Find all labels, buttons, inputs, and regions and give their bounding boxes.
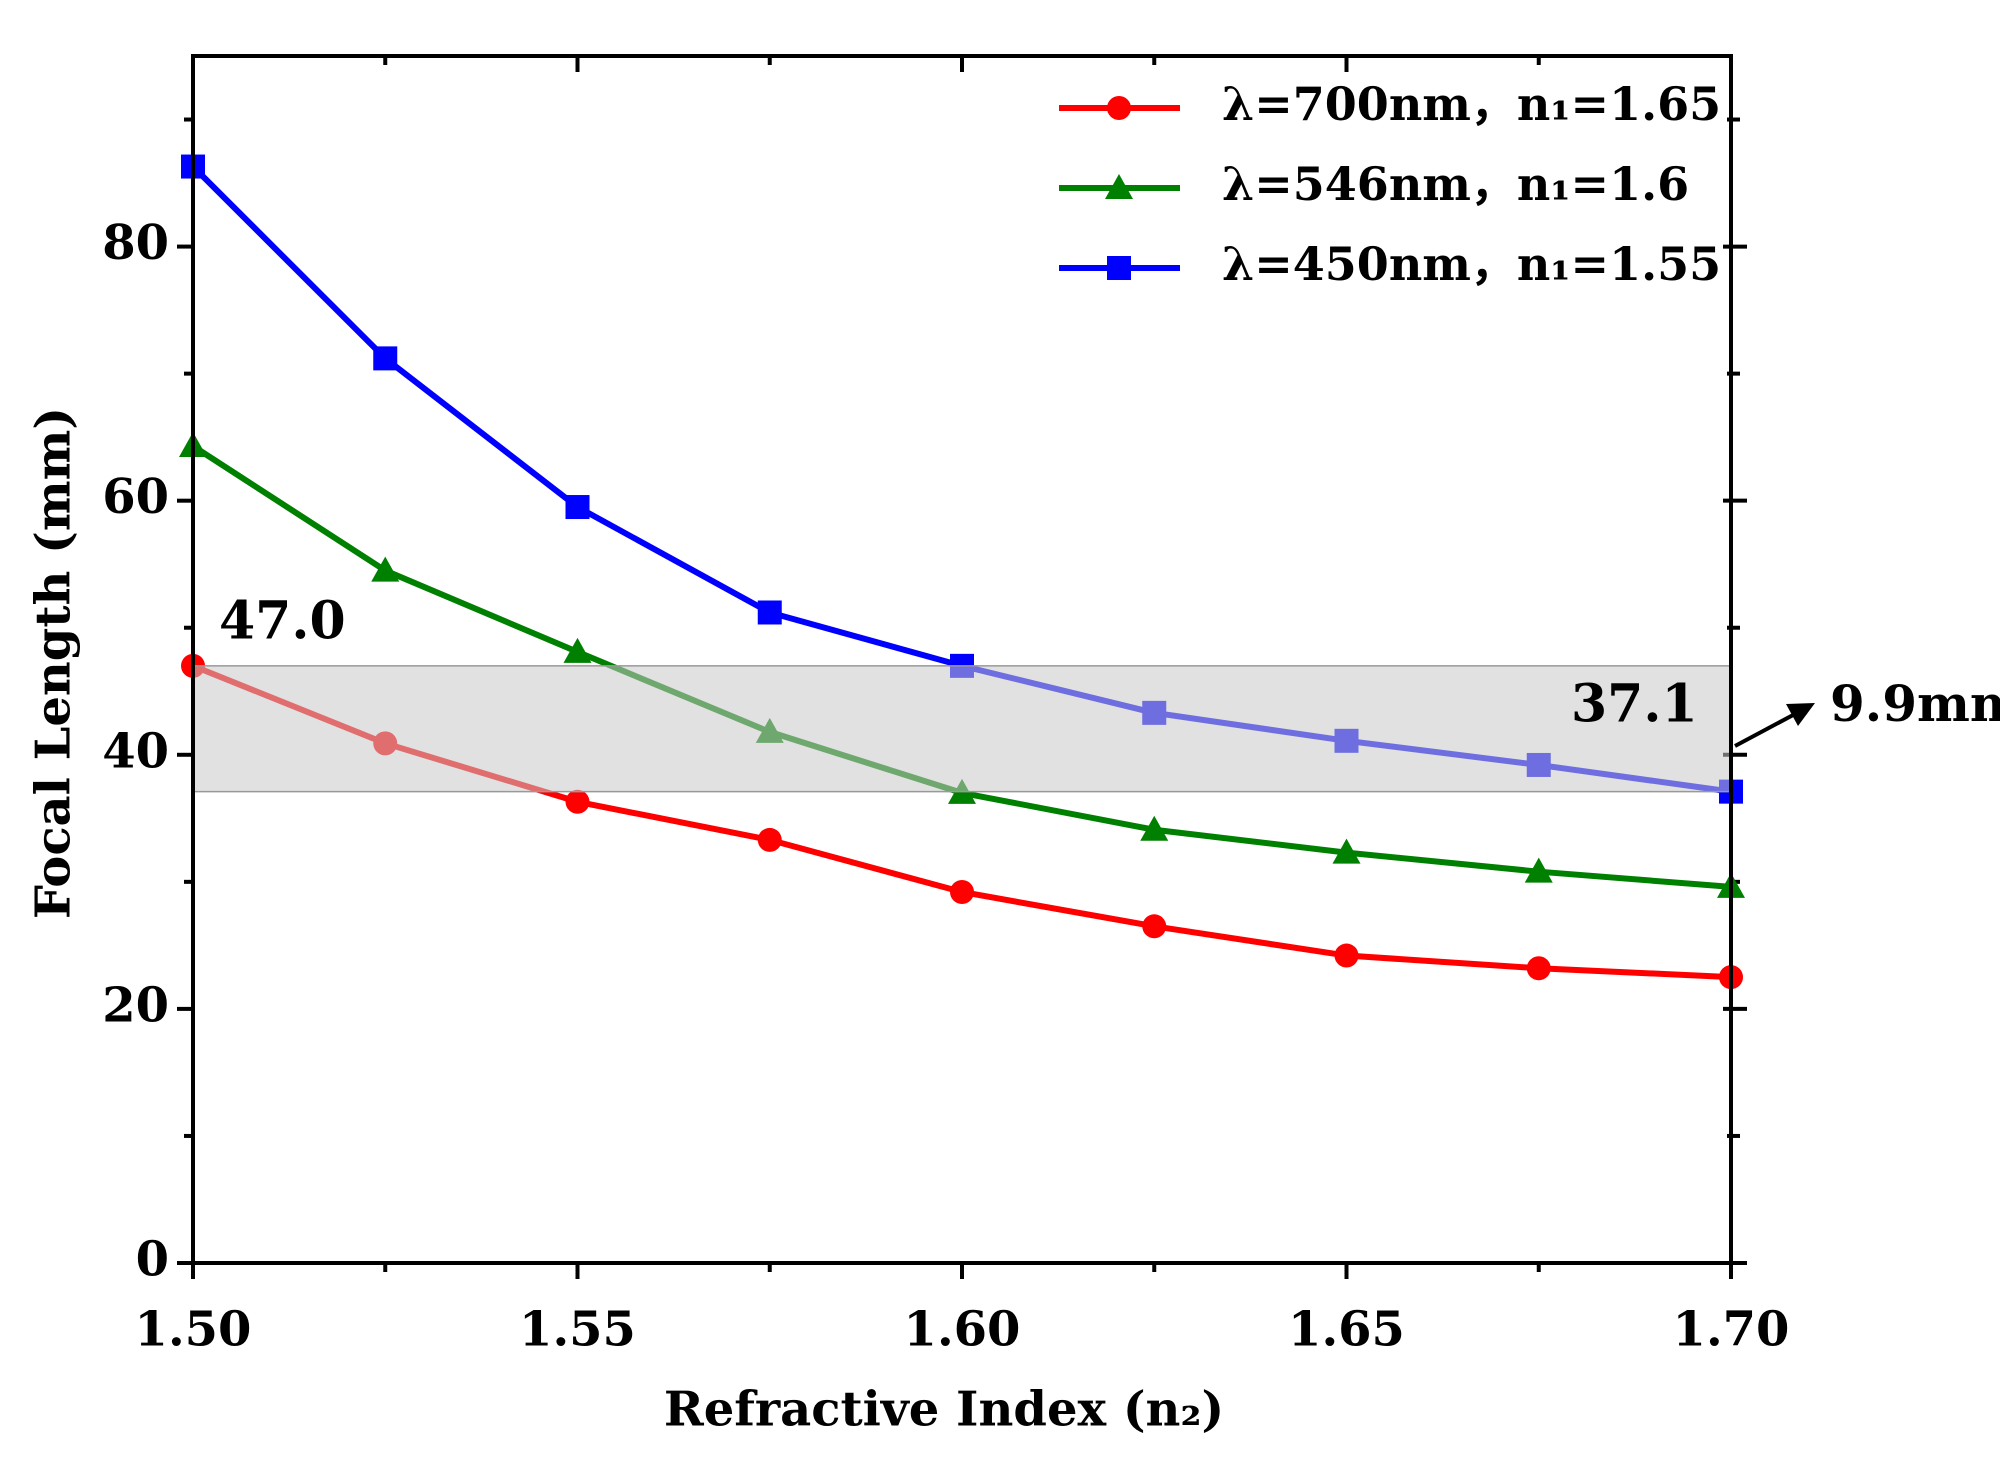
- marker: [1526, 956, 1551, 981]
- x-tick-label: 1.65: [1288, 1302, 1405, 1358]
- x-tick-label: 1.60: [904, 1302, 1021, 1358]
- x-tick-label: 1.50: [135, 1302, 252, 1358]
- legend-marker: [1105, 174, 1133, 199]
- marker: [1140, 815, 1169, 841]
- marker: [371, 556, 400, 582]
- annotation: 37.1: [1571, 674, 1698, 735]
- band: [192, 665, 1732, 793]
- arrow-head: [1786, 703, 1815, 726]
- legend-label: λ=450nm，n₁=1.55: [1222, 237, 1721, 291]
- marker: [1142, 914, 1167, 939]
- legend-marker: [1107, 96, 1131, 120]
- x-tick-label: 1.55: [519, 1302, 636, 1358]
- y-tick-label: 20: [102, 977, 169, 1033]
- legend-marker: [1107, 256, 1131, 280]
- x-tick-label: 1.70: [1673, 1302, 1790, 1358]
- y-tick-label: 0: [136, 1232, 169, 1288]
- marker: [1332, 838, 1361, 864]
- marker: [757, 600, 782, 625]
- annotation: 47.0: [219, 591, 346, 652]
- marker: [1524, 857, 1553, 883]
- legend-label: λ=700nm，n₁=1.65: [1222, 77, 1721, 131]
- y-axis-label: Focal Length (mm): [26, 407, 82, 919]
- arrow: [1734, 712, 1796, 748]
- marker: [565, 789, 590, 814]
- x-axis-label: Refractive Index (n₂): [664, 1382, 1224, 1438]
- marker: [1334, 943, 1359, 968]
- marker: [757, 827, 782, 852]
- y-tick-label: 80: [102, 215, 169, 271]
- marker: [373, 346, 398, 371]
- marker: [565, 495, 590, 520]
- y-tick-label: 40: [102, 723, 169, 779]
- marker: [950, 880, 974, 905]
- y-tick-label: 60: [102, 469, 169, 525]
- marker: [563, 637, 592, 663]
- legend-label: λ=546nm，n₁=1.6: [1222, 157, 1689, 211]
- annotation: 9.9mm: [1830, 674, 2000, 733]
- plot-frame: [191, 54, 1733, 1265]
